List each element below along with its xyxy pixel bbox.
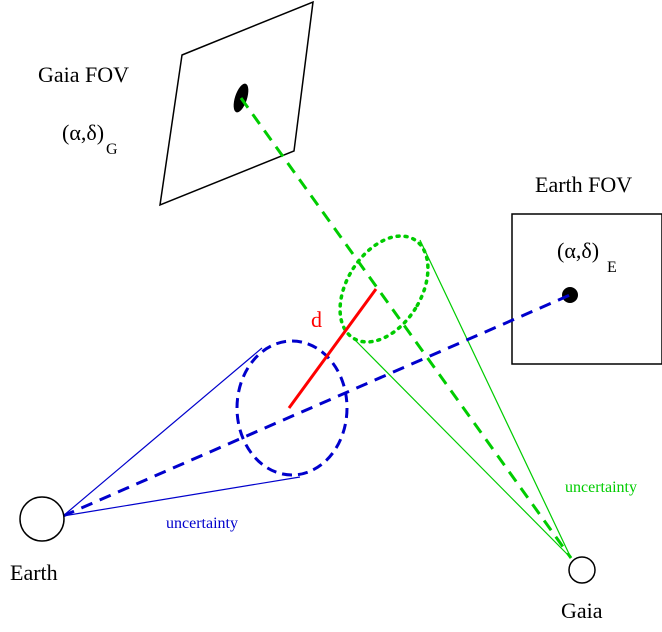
distance-label: d (311, 307, 322, 332)
earth-coord-subscript: E (607, 259, 617, 276)
earth-uncertainty-cone-upper (62, 347, 263, 517)
distance-segment (287, 288, 378, 409)
gaia-uncertainty-label: uncertainty (565, 479, 637, 496)
earth-fov-label: Earth FOV (535, 172, 632, 197)
earth-coord-label: (α,δ) E (557, 238, 617, 276)
gaia-coord-label: (α,δ)G (62, 120, 118, 158)
earth-observer (19, 496, 65, 542)
earth-label: Earth (10, 560, 58, 585)
gaia-fov-label: Gaia FOV (38, 62, 129, 87)
gaia-coord-text: (α,δ) (62, 120, 104, 145)
earth-uncertainty-cone-lower (62, 476, 301, 517)
earth-fov-source-dot (562, 287, 578, 303)
gaia-line-of-sight (239, 97, 573, 559)
gaia-uncertainty-cone-lower (354, 339, 572, 559)
gaia-coord-subscript: G (106, 141, 118, 158)
earth-coord-text: (α,δ) (557, 238, 599, 263)
gaia-observer (568, 556, 596, 584)
gaia-uncertainty-cone-upper (419, 239, 572, 559)
gaia-label: Gaia (561, 598, 603, 623)
earth-line-of-sight (62, 293, 571, 518)
earth-uncertainty-ellipse (235, 339, 349, 477)
gaia-uncertainty-ellipse (338, 234, 430, 344)
earth-fov-frame (511, 213, 662, 365)
earth-uncertainty-label: uncertainty (166, 515, 238, 532)
gaia-fov-frame (159, 0, 314, 207)
